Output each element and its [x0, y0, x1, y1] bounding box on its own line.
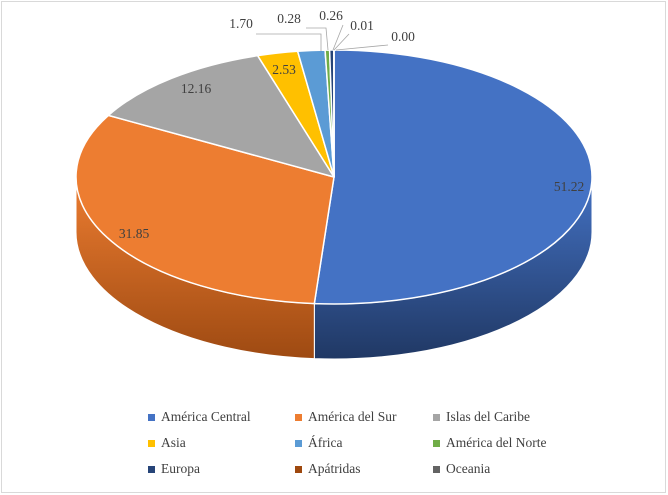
legend-swatch	[148, 439, 155, 447]
leader-line	[306, 27, 329, 51]
leader-line	[332, 24, 344, 51]
legend-swatch	[148, 465, 155, 473]
legend-row: Asia África América del Norte	[148, 430, 588, 456]
data-label-america-central: 51.22	[554, 179, 584, 194]
pie-slice-america-del-sur	[75, 114, 335, 305]
data-label-oceania: 0.00	[391, 29, 415, 44]
data-label-america-del-norte: 0.28	[277, 11, 301, 26]
legend-label: Oceania	[446, 461, 491, 476]
data-label-america-del-sur: 31.85	[119, 226, 150, 241]
legend-item-america-del-norte: América del Norte	[433, 435, 583, 451]
legend-swatch	[433, 465, 440, 473]
legend-label: América Central	[161, 409, 251, 424]
legend-item-africa: África	[295, 435, 433, 451]
data-labels: 51.22 31.85 12.16 2.53 1.70 0.28 0.26 0.01 0.00	[119, 8, 584, 241]
legend-label: África	[308, 435, 343, 450]
legend-swatch	[295, 465, 302, 473]
data-label-africa: 1.70	[229, 16, 253, 31]
legend-swatch	[433, 413, 440, 421]
legend-row: Europa Apátridas Oceania	[148, 456, 588, 482]
legend-label: América del Norte	[446, 435, 547, 450]
pie-slices	[75, 49, 593, 305]
legend-label: Europa	[161, 461, 200, 476]
legend-item-america-del-sur: América del Sur	[295, 409, 433, 425]
legend-label: Apátridas	[308, 461, 361, 476]
leader-line	[333, 33, 350, 51]
data-label-asia: 2.53	[272, 62, 296, 77]
pie-slice-islas-del-caribe	[107, 54, 335, 178]
legend-label: Asia	[161, 435, 186, 450]
legend-item-oceania: Oceania	[433, 461, 583, 477]
legend-swatch	[148, 413, 155, 421]
leader-lines	[256, 24, 389, 51]
pie-slice-america-central	[313, 49, 593, 305]
legend-row: América Central América del Sur Islas de…	[148, 404, 588, 430]
legend-item-america-central: América Central	[148, 409, 295, 425]
legend-label: Islas del Caribe	[446, 409, 530, 424]
legend-swatch	[433, 439, 440, 447]
data-label-islas-del-caribe: 12.16	[181, 81, 212, 96]
legend-item-islas-del-caribe: Islas del Caribe	[433, 409, 583, 425]
leader-line	[335, 44, 389, 51]
legend: América Central América del Sur Islas de…	[148, 404, 588, 482]
legend-item-asia: Asia	[148, 435, 295, 451]
data-label-apatridas: 0.01	[350, 18, 374, 33]
legend-item-europa: Europa	[148, 461, 295, 477]
legend-item-apatridas: Apátridas	[295, 461, 433, 477]
data-label-europa: 0.26	[319, 8, 343, 23]
legend-swatch	[295, 413, 302, 421]
legend-swatch	[295, 439, 302, 447]
leader-line	[256, 33, 322, 51]
legend-label: América del Sur	[308, 409, 397, 424]
